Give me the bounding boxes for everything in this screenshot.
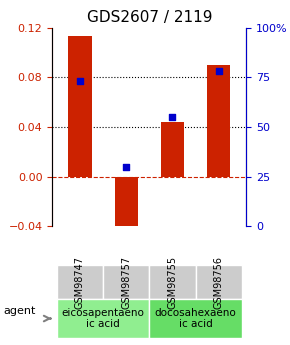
FancyBboxPatch shape [57, 265, 103, 299]
Text: docosahexaeno
ic acid: docosahexaeno ic acid [155, 308, 236, 329]
Text: GSM98756: GSM98756 [214, 256, 224, 309]
Text: eicosapentaeno
ic acid: eicosapentaeno ic acid [62, 308, 144, 329]
Text: agent: agent [3, 306, 35, 315]
Bar [207, 65, 230, 177]
Bar [161, 122, 184, 177]
Point [124, 164, 128, 169]
Point [170, 114, 175, 120]
Text: GSM98747: GSM98747 [75, 256, 85, 309]
Point [78, 79, 82, 84]
Bar [115, 177, 138, 236]
FancyBboxPatch shape [196, 265, 242, 299]
FancyBboxPatch shape [103, 265, 149, 299]
Point [216, 69, 221, 74]
Text: GSM98755: GSM98755 [168, 256, 177, 309]
Bar [68, 36, 92, 177]
FancyBboxPatch shape [149, 265, 196, 299]
Text: GSM98757: GSM98757 [121, 256, 131, 309]
FancyBboxPatch shape [57, 299, 149, 338]
FancyBboxPatch shape [149, 299, 242, 338]
Title: GDS2607 / 2119: GDS2607 / 2119 [87, 10, 212, 25]
